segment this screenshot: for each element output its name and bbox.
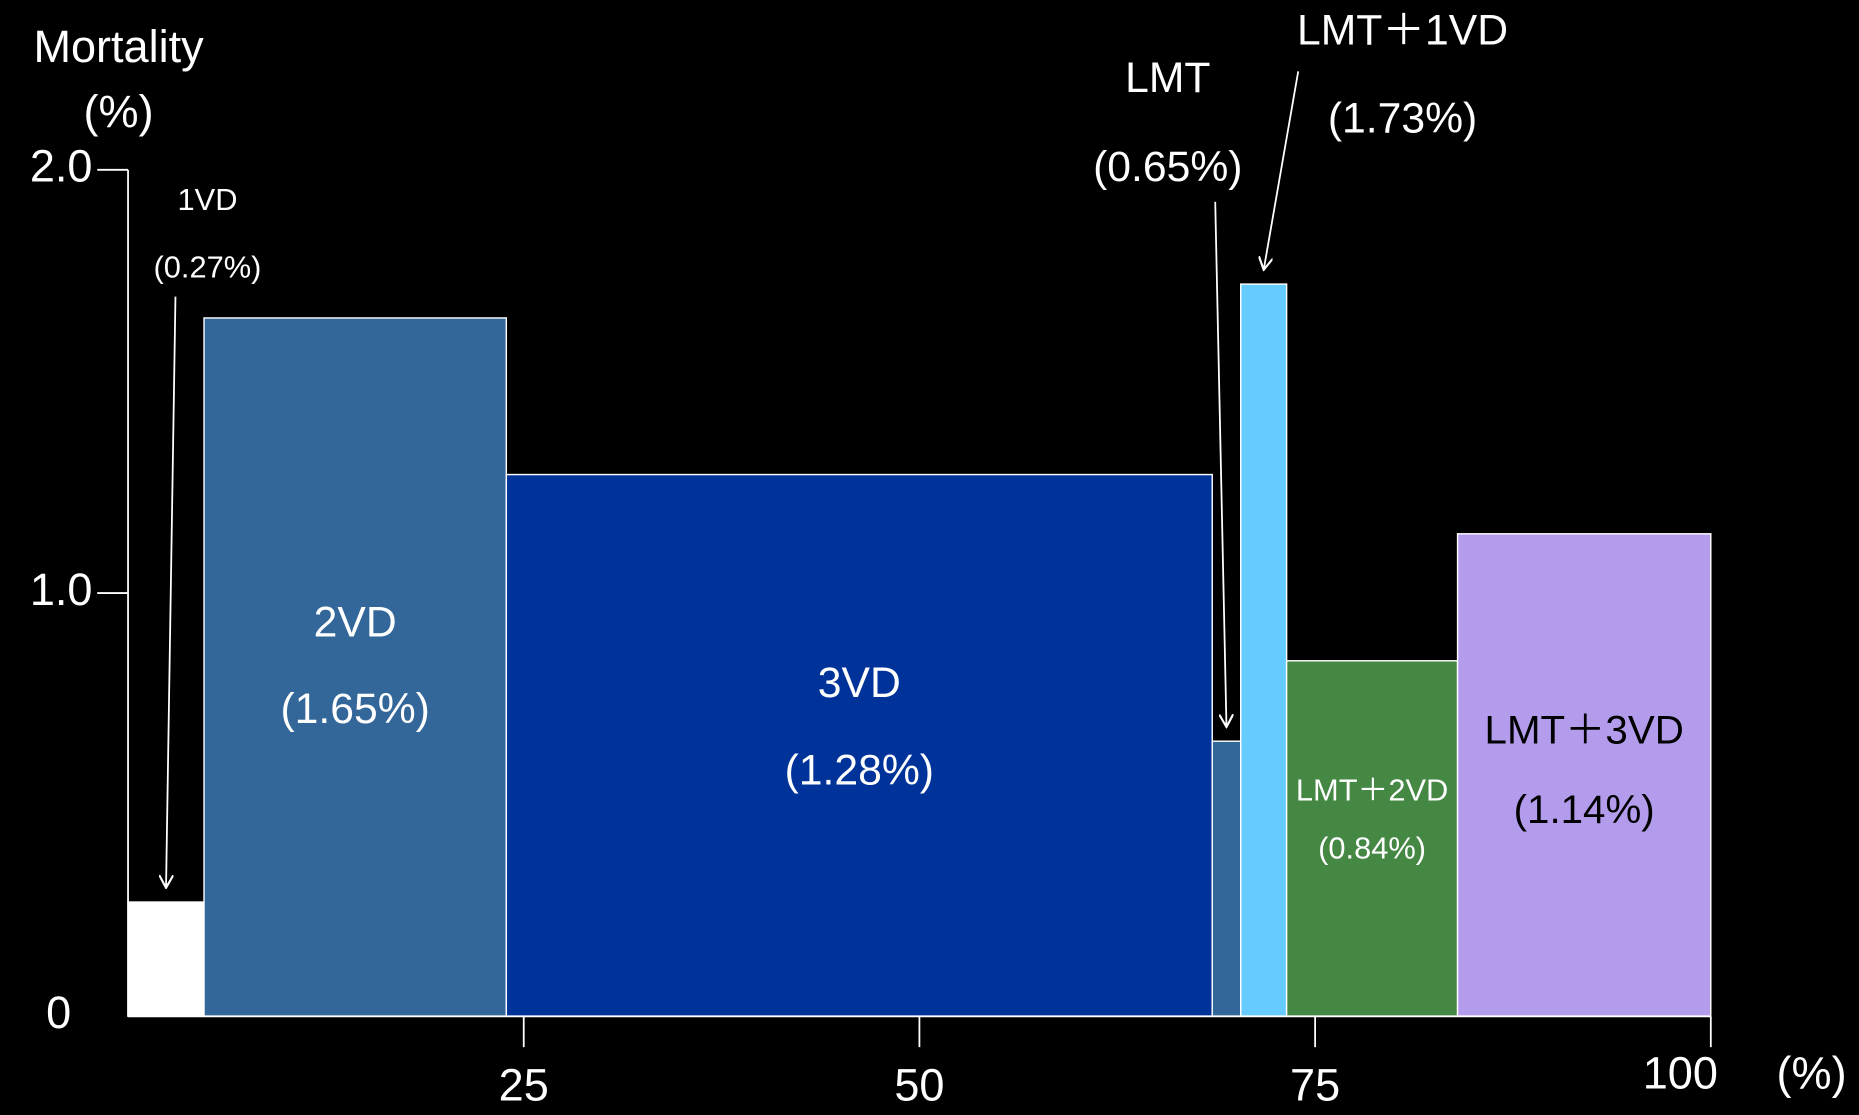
callout-arrow <box>1214 201 1226 727</box>
bar <box>505 473 1213 1018</box>
y-tick-label: 0 <box>46 987 71 1038</box>
bar-category-label: 1VD <box>178 182 238 217</box>
callout-arrow <box>1264 71 1300 269</box>
bar-value-label: (0.65%) <box>1093 143 1242 191</box>
x-axis-label: (%) <box>1777 1048 1847 1099</box>
bar-value-label: (1.28%) <box>785 747 934 795</box>
x-tick-label: 100 <box>1643 1048 1718 1099</box>
bar-category-label: LMT＋2VD <box>1296 772 1448 807</box>
x-tick-label: 75 <box>1290 1060 1340 1111</box>
bar <box>127 901 205 1018</box>
bar-value-label: (0.84%) <box>1318 830 1426 865</box>
y-axis-label: Mortality <box>33 21 204 72</box>
callout-arrow <box>166 296 177 888</box>
bar-category-label: LMT＋3VD <box>1485 708 1684 753</box>
bar-value-label: (1.65%) <box>280 685 429 733</box>
bar-category-label: 2VD <box>314 598 397 646</box>
bar <box>203 317 508 1018</box>
bar-category-label: LMT＋1VD <box>1297 7 1508 55</box>
bar <box>1240 283 1288 1018</box>
bar-value-label: (1.14%) <box>1514 787 1655 832</box>
bar-value-label: (1.73%) <box>1328 94 1477 142</box>
x-tick-label: 25 <box>499 1060 549 1111</box>
bar-category-label: LMT <box>1125 54 1210 102</box>
y-tick-label: 2.0 <box>30 141 93 192</box>
y-axis-unit: (%) <box>84 86 154 137</box>
bar <box>1456 533 1712 1018</box>
bar-value-label: (0.27%) <box>154 250 262 285</box>
x-tick-label: 50 <box>894 1060 944 1111</box>
bar <box>1211 740 1242 1018</box>
bar <box>1285 660 1459 1018</box>
bar-category-label: 3VD <box>818 659 901 707</box>
y-tick-label: 1.0 <box>30 564 93 615</box>
